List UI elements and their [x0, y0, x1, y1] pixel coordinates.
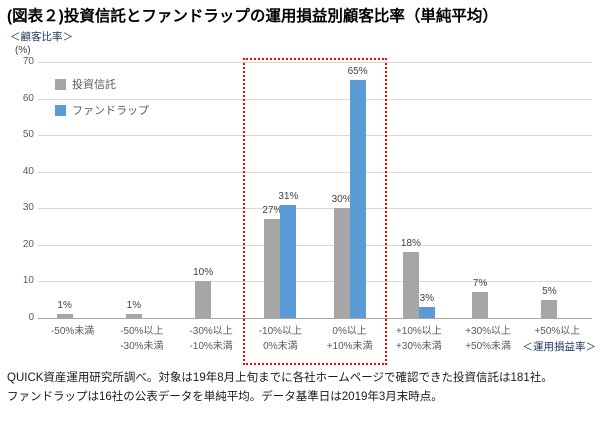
bar-value-label: 31% [278, 190, 299, 202]
y-tick-label: 20 [22, 238, 34, 250]
gridline [38, 171, 592, 173]
x-category-label: +10%以上 +30%未満 [395, 326, 442, 352]
y-tick-label: 40 [22, 165, 34, 177]
y-tick-label: 70 [22, 56, 34, 67]
legend-label: ファンドラップ [72, 105, 149, 117]
bar-value-label: 1% [126, 300, 142, 312]
bar-value-label: 27% [262, 205, 283, 217]
gridline [38, 281, 592, 283]
highlight-box [242, 58, 388, 365]
page-title: (図表２)投資信託とファンドラップの運用損益別顧客比率（単純平均） [7, 8, 498, 25]
y-tick-label: 30 [22, 202, 34, 214]
y-tick-label: 50 [22, 129, 34, 141]
legend-item: 投資信託 [55, 76, 149, 92]
x-category-label: +50%以上 [534, 326, 581, 337]
bar-toushin-shintaku [264, 219, 281, 318]
bar-toushin-shintaku [472, 292, 489, 318]
bar-fund-wrap [349, 80, 366, 318]
legend-swatch [55, 78, 66, 90]
x-category-label: -30%以上 -10%未満 [189, 326, 233, 352]
y-tick-label: 0 [28, 312, 34, 323]
x-axis-baseline [38, 318, 592, 319]
y-tick-label: 10 [22, 275, 34, 287]
x-category-label: -50%未満 [50, 326, 95, 337]
bar-toushin-shintaku [333, 208, 350, 318]
bar-value-label: 1% [57, 300, 72, 312]
bar-toushin-shintaku [541, 299, 558, 318]
bar-toushin-shintaku [125, 314, 142, 318]
y-axis-unit: (%) [15, 45, 31, 56]
bar-toushin-shintaku [402, 252, 419, 318]
y-tick-label: 60 [22, 92, 34, 104]
x-category-label: 0%以上 +10%未満 [326, 326, 373, 352]
bar-value-label: 3% [419, 293, 435, 305]
x-axis-title: ＜運用損益率＞ [522, 341, 597, 353]
bar-fund-wrap [280, 204, 297, 318]
bar-fund-wrap [418, 307, 435, 318]
y-axis-title: ＜顧客比率＞ [10, 31, 73, 43]
gridline [38, 62, 592, 63]
plot-area: 投資信託ファンドラップ 1% 1% 10% 27% 31% 30% 65% 18% 3% 7% 5% [38, 62, 592, 319]
bar-chart: 投資信託ファンドラップ 1% 1% 10% 27% 31% 30% 65% 18% 3% 7% 5%… [0, 56, 601, 365]
bar-value-label: 65% [347, 66, 368, 78]
gridline [38, 98, 592, 100]
x-category-label: -50%以上 -30%未満 [120, 326, 164, 352]
bar-toushin-shintaku [195, 281, 212, 318]
footnote-line-2: ファンドラップは16社の公表データを単純平均。データ基準日は2019年3月末時点… [7, 391, 443, 403]
bar-toushin-shintaku [56, 314, 73, 318]
bar-value-label: 5% [542, 285, 557, 297]
gridline [38, 208, 592, 210]
legend-item: ファンドラップ [55, 102, 149, 118]
bar-value-label: 18% [400, 238, 421, 250]
footnote-line-1: QUICK資産運用研究所調べ。対象は19年8月上旬までに各社ホームページで確認で… [7, 372, 553, 384]
bar-value-label: 30% [331, 194, 352, 206]
bar-value-label: 7% [472, 278, 488, 290]
bar-value-label: 10% [193, 267, 214, 279]
gridline [38, 244, 592, 246]
chart-legend: 投資信託ファンドラップ [55, 76, 149, 128]
x-category-label: -10%以上 0%未満 [258, 326, 303, 352]
legend-label: 投資信託 [72, 79, 116, 91]
x-category-label: +30%以上 +50%未満 [465, 326, 512, 352]
gridline [38, 135, 592, 137]
legend-swatch [55, 104, 66, 116]
